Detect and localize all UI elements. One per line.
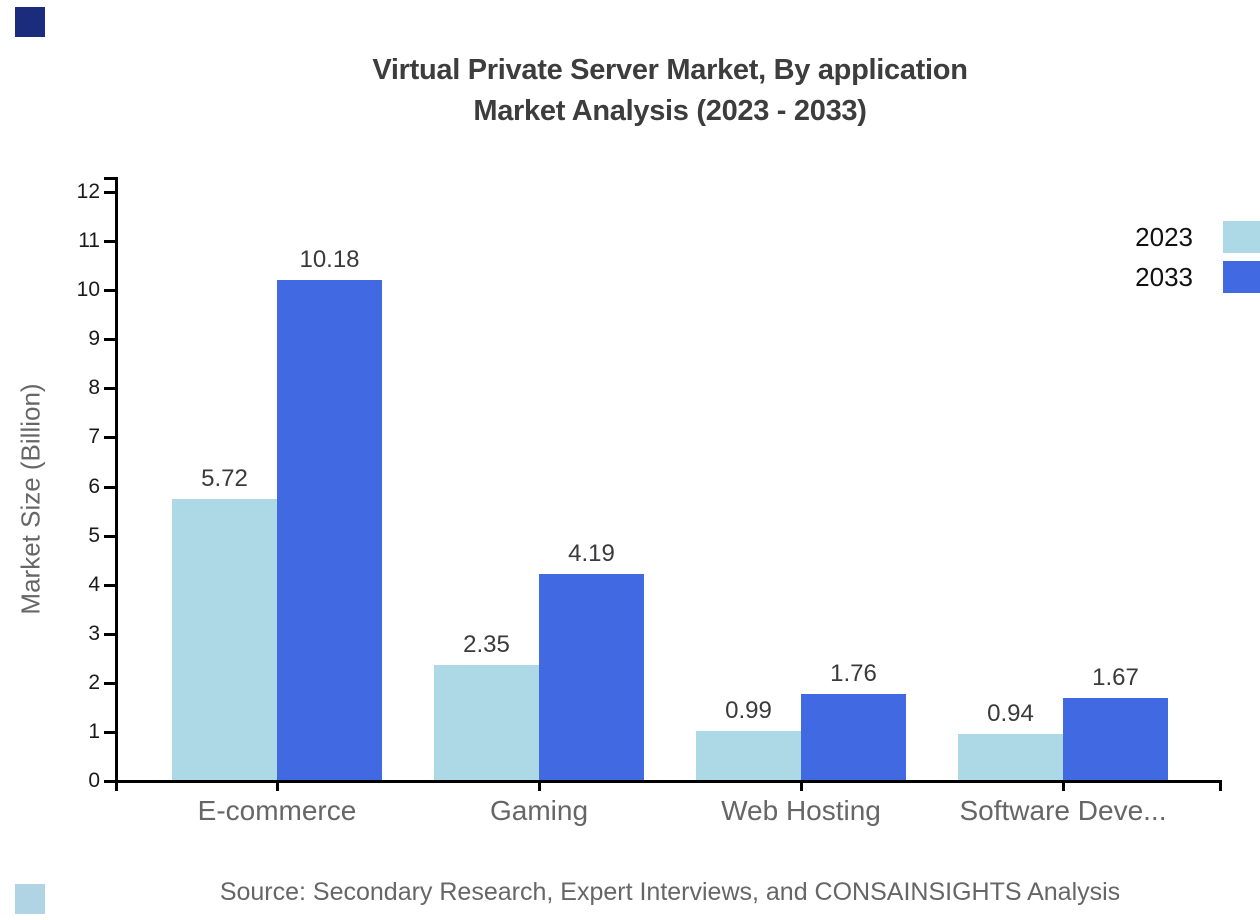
category-tick-Software Deve... [1062,780,1065,791]
y-tick-label-4: 4 [88,573,100,596]
bar-2033-Gaming [539,574,644,780]
x-axis-left-cap [115,780,118,791]
x-axis-line [115,780,1222,783]
y-tick-1 [104,731,118,734]
source-note: Source: Secondary Research, Expert Inter… [219,878,1121,906]
x-axis-right-cap [1219,780,1222,791]
y-tick-11 [104,240,118,243]
legend: 2023 2033 [1135,221,1260,301]
chart-title-line2: Market Analysis (2023 - 2033) [473,95,867,127]
y-tick-0 [104,780,118,783]
bar-2023-Web Hosting [696,731,801,780]
value-label-2033-Web Hosting: 1.76 [830,660,877,687]
y-tick-7 [104,436,118,439]
value-label-2023-Software Deve...: 0.94 [987,700,1034,727]
legend-swatch-2023 [1223,221,1260,253]
y-tick-label-11: 11 [78,229,100,252]
y-tick-5 [104,535,118,538]
bar-2023-Software Deve... [958,734,1063,780]
legend-label-2033: 2033 [1135,261,1193,292]
value-label-2023-E-commerce: 5.72 [201,465,248,492]
value-label-2033-Gaming: 4.19 [568,540,615,567]
bar-2033-Web Hosting [801,694,906,780]
y-tick-2 [104,682,118,685]
y-axis-line [115,177,118,783]
bar-2033-Software Deve... [1063,698,1168,780]
y-tick-label-10: 10 [76,278,100,301]
y-tick-label-2: 2 [88,671,100,694]
category-tick-Web Hosting [800,780,803,791]
value-label-2033-E-commerce: 10.18 [299,246,360,273]
y-tick-label-0: 0 [88,769,100,792]
legend-row-2023: 2023 [1135,221,1260,253]
legend-row-2033: 2033 [1135,261,1260,293]
legend-label-2023: 2023 [1135,221,1193,252]
category-label-Gaming: Gaming [489,795,589,826]
y-tick-3 [104,633,118,636]
value-label-2033-Software Deve...: 1.67 [1092,664,1139,691]
corner-accent-top-left [15,7,45,37]
y-tick-label-5: 5 [88,524,100,547]
bar-2033-E-commerce [277,280,382,780]
bar-2023-E-commerce [172,499,277,780]
y-tick-label-12: 12 [76,180,100,203]
y-tick-label-6: 6 [88,475,100,498]
y-tick-label-8: 8 [88,376,100,399]
category-tick-Gaming [538,780,541,791]
y-tick-9 [104,338,118,341]
y-tick-10 [104,289,118,292]
y-tick-label-9: 9 [88,327,100,350]
y-tick-label-3: 3 [88,622,100,645]
value-label-2023-Gaming: 2.35 [463,631,510,658]
category-label-E-commerce: E-commerce [197,795,357,826]
y-tick-label-1: 1 [88,720,100,743]
category-label-Software Deve...: Software Deve... [959,795,1167,826]
y-tick-6 [104,486,118,489]
chart-title-line1: Virtual Private Server Market, By applic… [372,54,968,86]
y-axis-top-cap [104,177,118,180]
y-tick-8 [104,387,118,390]
value-label-2023-Web Hosting: 0.99 [725,697,772,724]
legend-swatch-2033 [1223,261,1260,293]
y-tick-12 [104,191,118,194]
bar-2023-Gaming [434,665,539,780]
chart-title: Virtual Private Server Market, By applic… [117,50,1223,132]
corner-accent-bottom-left [15,884,45,914]
y-tick-4 [104,584,118,587]
category-label-Web Hosting: Web Hosting [721,795,881,826]
y-tick-label-7: 7 [88,425,100,448]
category-tick-E-commerce [276,780,279,791]
